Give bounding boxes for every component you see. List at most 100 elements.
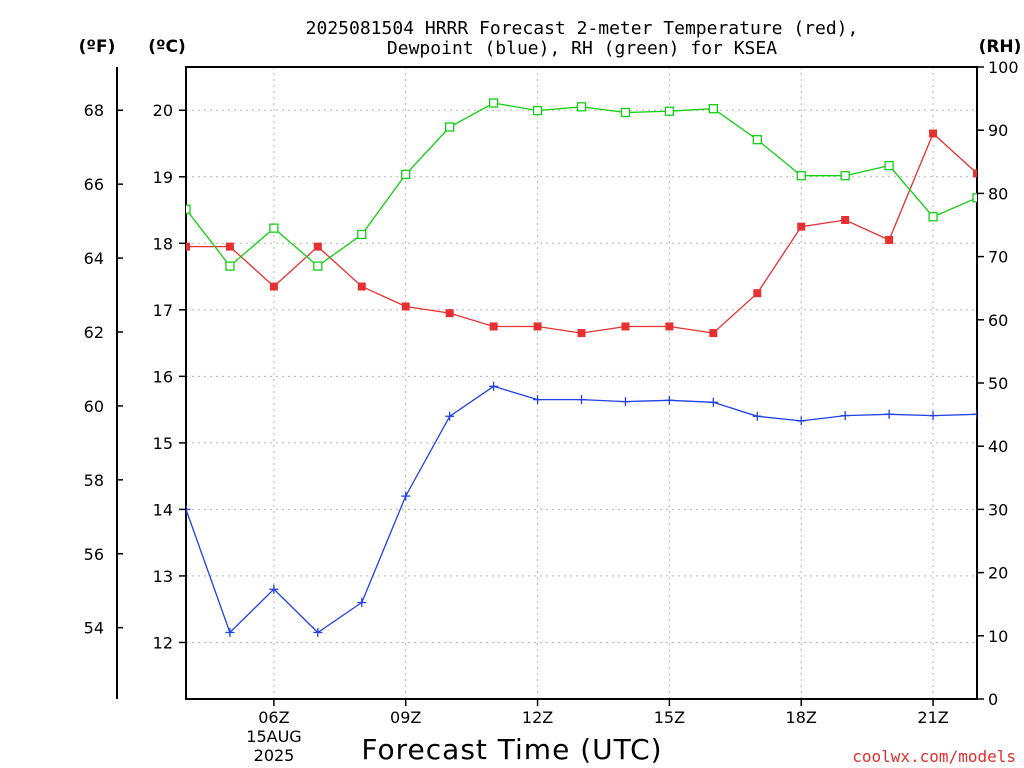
temperature-point [269,282,278,291]
rh-point [972,193,977,203]
rh-point [796,171,806,181]
rh-point [752,135,762,145]
rh-point [401,169,411,180]
dewpoint-point [752,411,762,421]
temperature-series [186,129,977,338]
rh-point [576,102,587,112]
temperature-point [709,329,718,338]
rh-point [225,261,235,271]
celsius-tick-label: 14 [153,500,173,519]
fahrenheit-tick-label: 68 [84,101,104,120]
axes: 12 13 14 15 16 17 18 19 20 54 56 58 60 62 64 66 68 0 10 20 3… [84,58,1019,727]
credit-text: coolwx.com/models [852,747,1016,766]
dewpoint-point [840,411,850,421]
dewpoint-point [708,397,718,407]
temperature-point [225,242,234,251]
celsius-tick-label: 18 [153,234,173,253]
dewpoint-point [186,504,191,514]
fahrenheit-unit-label: (ºF) [79,37,116,57]
celsius-tick-label: 13 [153,567,173,586]
temperature-point [489,322,498,331]
dewpoint-point [972,409,977,419]
dewpoint-point [225,627,235,637]
rh-tick-label: 20 [988,564,1008,583]
fahrenheit-tick-label: 56 [84,545,104,564]
x-tick-label: 06Z [258,708,289,727]
dewpoint-point [269,584,279,594]
x-tick-label: 09Z [390,708,421,727]
rh-point [620,107,631,118]
temperature-point [533,322,542,331]
rh-point [884,160,894,171]
plot-frame [185,66,978,700]
dewpoint-point [620,397,630,407]
temperature-point [973,169,977,178]
rh-tick-label: 60 [988,311,1008,330]
rh-line [186,102,977,268]
x-tick-label: 18Z [786,708,817,727]
rh-point [840,171,850,181]
dewpoint-series [186,381,977,637]
temperature-point [885,235,894,244]
data-series [186,98,977,637]
temperature-point [577,329,586,338]
temperature-point [313,242,322,251]
dewpoint-point [401,491,411,501]
rh-series [186,98,977,271]
temperature-point [186,242,190,251]
fahrenheit-tick-label: 64 [84,249,104,268]
temperature-line [186,132,977,334]
celsius-tick-label: 15 [153,434,173,453]
dewpoint-point [313,627,323,637]
dewpoint-point [357,598,367,608]
dewpoint-point [577,395,586,405]
rh-point [532,105,543,116]
rh-tick-label: 80 [988,184,1008,203]
temperature-point [929,129,938,138]
temperature-point [357,282,366,291]
rh-point [186,204,191,214]
fahrenheit-tick-label: 62 [84,323,104,342]
temperature-point [621,322,630,331]
date-label-day: 15AUG [246,727,301,746]
temperature-point [753,289,762,298]
rh-point [488,98,499,108]
temperature-point [797,222,806,231]
dewpoint-point [445,411,455,421]
dewpoint-point [928,411,938,421]
rh-tick-label: 90 [988,121,1008,140]
rh-point [928,212,938,222]
temperature-point [841,216,850,225]
celsius-unit-label: (ºC) [148,37,186,57]
chart-text: 2025081504 HRRR Forecast 2-meter Tempera… [79,18,1022,766]
fahrenheit-tick-label: 58 [84,471,104,490]
rh-unit-label: (RH) [979,37,1022,57]
x-axis-title: Forecast Time (UTC) [361,733,662,766]
dewpoint-point [796,416,806,426]
temperature-point [445,309,454,318]
fahrenheit-tick-label: 60 [84,397,104,416]
celsius-tick-label: 19 [153,168,173,187]
rh-point [708,104,718,114]
rh-point [313,261,323,271]
rh-tick-label: 40 [988,437,1008,456]
x-tick-label: 21Z [917,708,948,727]
x-tick-label: 12Z [522,708,553,727]
grid-lines [186,67,977,699]
celsius-tick-label: 17 [153,301,173,320]
temperature-point [665,322,674,331]
rh-tick-label: 0 [988,690,998,709]
fahrenheit-tick-label: 54 [84,619,104,638]
rh-tick-label: 100 [988,58,1019,77]
celsius-tick-label: 12 [153,633,173,652]
rh-tick-label: 50 [988,374,1008,393]
rh-tick-label: 30 [988,500,1008,519]
dewpoint-point [664,395,674,405]
fahrenheit-tick-label: 66 [84,175,104,194]
rh-point [445,122,455,132]
rh-point [269,223,279,233]
date-label-year: 2025 [254,746,295,765]
temperature-point [401,302,410,311]
dewpoint-point [533,395,543,405]
